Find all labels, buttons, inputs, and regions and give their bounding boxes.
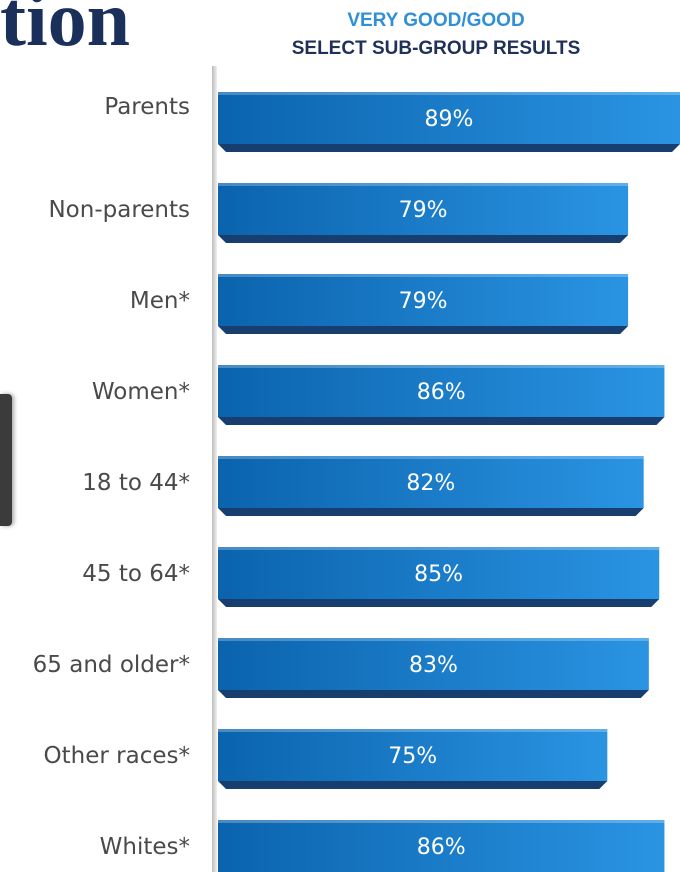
- bar: [218, 365, 665, 417]
- bar-highlight: [218, 92, 680, 95]
- bar: [218, 547, 660, 599]
- bar-value-label: 89%: [425, 107, 474, 132]
- bar-highlight: [218, 456, 644, 459]
- bar-value-label: 79%: [399, 198, 448, 223]
- category-label: 65 and older*: [33, 652, 190, 678]
- bar-value-label: 86%: [417, 380, 466, 405]
- bar: [218, 729, 608, 781]
- bar-highlight: [218, 274, 629, 277]
- bar: [218, 820, 665, 872]
- bar: [218, 183, 629, 235]
- category-label: Parents: [104, 94, 190, 120]
- bar-value-label: 79%: [399, 289, 448, 314]
- bar: [218, 638, 649, 690]
- bar: [218, 92, 680, 144]
- chart-subtitle: SELECT SUB-GROUP RESULTS: [291, 38, 581, 59]
- bar-highlight: [218, 183, 629, 186]
- bar-value-label: 83%: [409, 653, 458, 678]
- category-label: 45 to 64*: [82, 561, 190, 587]
- category-label: Non-parents: [48, 197, 190, 223]
- bar-value-label: 82%: [406, 471, 455, 496]
- chart-title: VERY GOOD/GOOD: [347, 10, 525, 31]
- bar-highlight: [218, 365, 665, 368]
- page-title-fragment: tion: [0, 0, 131, 62]
- bar-shadow: [218, 508, 644, 516]
- bar-shadow: [218, 781, 608, 789]
- bar-shadow: [218, 417, 665, 425]
- category-label: Other races*: [44, 743, 190, 769]
- bar: [218, 274, 629, 326]
- bar-highlight: [218, 820, 665, 823]
- category-label: Women*: [92, 379, 190, 405]
- bar-value-label: 86%: [417, 835, 466, 860]
- category-label: Whites*: [100, 834, 190, 860]
- bar-highlight: [218, 547, 660, 550]
- category-label: 18 to 44*: [82, 470, 190, 496]
- bar-highlight: [218, 729, 608, 732]
- side-tab: [0, 394, 12, 526]
- bar-value-label: 85%: [414, 562, 463, 587]
- bar-shadow: [218, 599, 660, 607]
- bar-shadow: [218, 326, 629, 334]
- y-axis-line: [212, 66, 217, 872]
- bar: [218, 456, 644, 508]
- bar-shadow: [218, 235, 629, 243]
- bar-shadow: [218, 144, 680, 152]
- bar-shadow: [218, 690, 649, 698]
- bar-highlight: [218, 638, 649, 641]
- bar-value-label: 75%: [388, 744, 437, 769]
- category-label: Men*: [130, 288, 190, 314]
